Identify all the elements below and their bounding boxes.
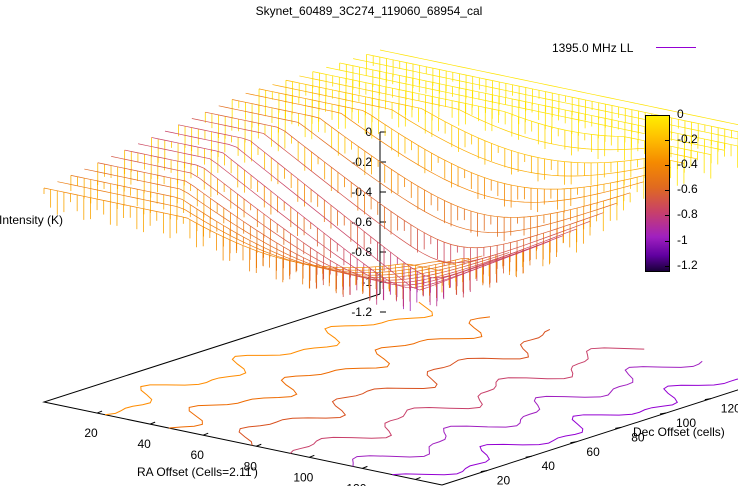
x-tick-mark	[149, 421, 156, 425]
surface-row	[43, 187, 443, 272]
colorbar-tick-label: -1.2	[677, 257, 698, 272]
z-tick-label: -0.8	[351, 245, 372, 259]
surface-row	[178, 124, 577, 279]
surface-row	[258, 88, 658, 190]
base-edge-right	[441, 389, 738, 486]
colorbar-tick-label: -0.6	[677, 182, 698, 197]
x-tick-label: 20	[84, 426, 98, 440]
surface-row	[97, 162, 496, 279]
contour-line	[392, 378, 738, 476]
colorbar-tick-mark	[665, 115, 670, 116]
x-tick-label: 100	[293, 470, 313, 484]
surface-row	[366, 53, 738, 133]
colorbar-tick-label: 0	[677, 107, 684, 121]
colorbar-tick-label: -1	[677, 232, 688, 247]
colorbar-tick-label: -0.4	[677, 157, 698, 172]
surface-row	[312, 71, 711, 155]
surface-row	[285, 79, 684, 164]
chart-title: Skynet_60489_3C274_119060_68954_cal	[255, 4, 483, 18]
y-tick-label: 20	[497, 474, 511, 486]
legend-label: 1395.0 MHz LL	[552, 41, 634, 55]
colorbar-tick-mark	[665, 140, 670, 142]
surface-row	[164, 130, 564, 291]
y-tick-label: 80	[631, 430, 645, 444]
x-tick-label: 120	[346, 481, 366, 486]
x-tick-mark	[203, 432, 209, 436]
x-axis-ticks: 20406080100120140	[84, 410, 421, 486]
colorbar	[645, 115, 670, 272]
surface-row	[299, 75, 698, 160]
contour-line	[352, 360, 703, 467]
surface-row	[57, 181, 456, 271]
z-tick-label: -0.2	[351, 155, 372, 169]
x-axis-label: RA Offset (Cells=2.11')	[137, 465, 258, 479]
x-tick-mark	[362, 465, 368, 469]
colorbar-tick-mark	[665, 265, 670, 267]
surface-row	[84, 168, 483, 276]
surface-row	[111, 156, 510, 281]
x-tick-mark	[415, 477, 421, 480]
z-tick-label: 0	[365, 125, 372, 139]
surface-mesh	[43, 49, 738, 312]
y-tick-mark	[480, 470, 487, 473]
y-axis-label: Dec Offset (cells)	[633, 425, 725, 439]
contour-line	[289, 347, 645, 454]
colorbar-tick-mark	[665, 240, 670, 242]
contour-lines	[104, 301, 738, 476]
z-tick-label: -1.2	[351, 305, 372, 319]
colorbar-tick-label: -0.2	[677, 132, 698, 147]
surface-row	[205, 111, 604, 249]
y-tick-mark	[704, 398, 711, 401]
x-tick-label: 40	[137, 437, 151, 451]
surface-row	[272, 84, 671, 177]
y-tick-mark	[615, 426, 622, 429]
colorbar-tick-label: -0.8	[677, 207, 698, 222]
surface-row	[379, 49, 738, 126]
surface-row	[138, 143, 537, 286]
surface-row	[191, 118, 590, 264]
surface-row	[218, 105, 617, 233]
z-tick-label: -0.4	[351, 185, 372, 199]
y-tick-mark	[659, 412, 667, 415]
y-axis-ticks: 20406080100120140	[480, 398, 738, 486]
surface-row	[245, 92, 644, 203]
colorbar-tick-mark	[665, 165, 670, 167]
x-tick-label: 60	[191, 448, 205, 462]
legend-swatch	[656, 47, 696, 48]
x-tick-mark	[309, 454, 315, 458]
y-tick-label: 100	[676, 416, 696, 430]
x-tick-mark	[256, 443, 262, 447]
surface-row	[339, 62, 738, 147]
contour-line	[168, 316, 491, 429]
z-axis-label: Intensity (K)	[0, 213, 64, 227]
colorbar-tick-mark	[665, 215, 670, 217]
surface-row	[70, 175, 469, 274]
colorbar-tick-mark	[665, 190, 670, 192]
y-tick-label: 40	[542, 459, 556, 473]
contour-line	[238, 328, 551, 446]
y-tick-mark	[525, 455, 532, 458]
x-tick-mark	[96, 410, 103, 414]
surface-row	[124, 149, 523, 284]
y-tick-label: 120	[721, 402, 738, 416]
contour-line	[104, 301, 433, 416]
x-tick-label: 80	[244, 459, 258, 473]
surface-row	[232, 99, 631, 218]
z-tick-label: -1	[361, 275, 372, 289]
y-tick-label: 60	[586, 445, 600, 459]
surface-row	[353, 58, 738, 140]
y-tick-mark	[570, 441, 577, 444]
z-tick-label: -0.6	[351, 215, 372, 229]
